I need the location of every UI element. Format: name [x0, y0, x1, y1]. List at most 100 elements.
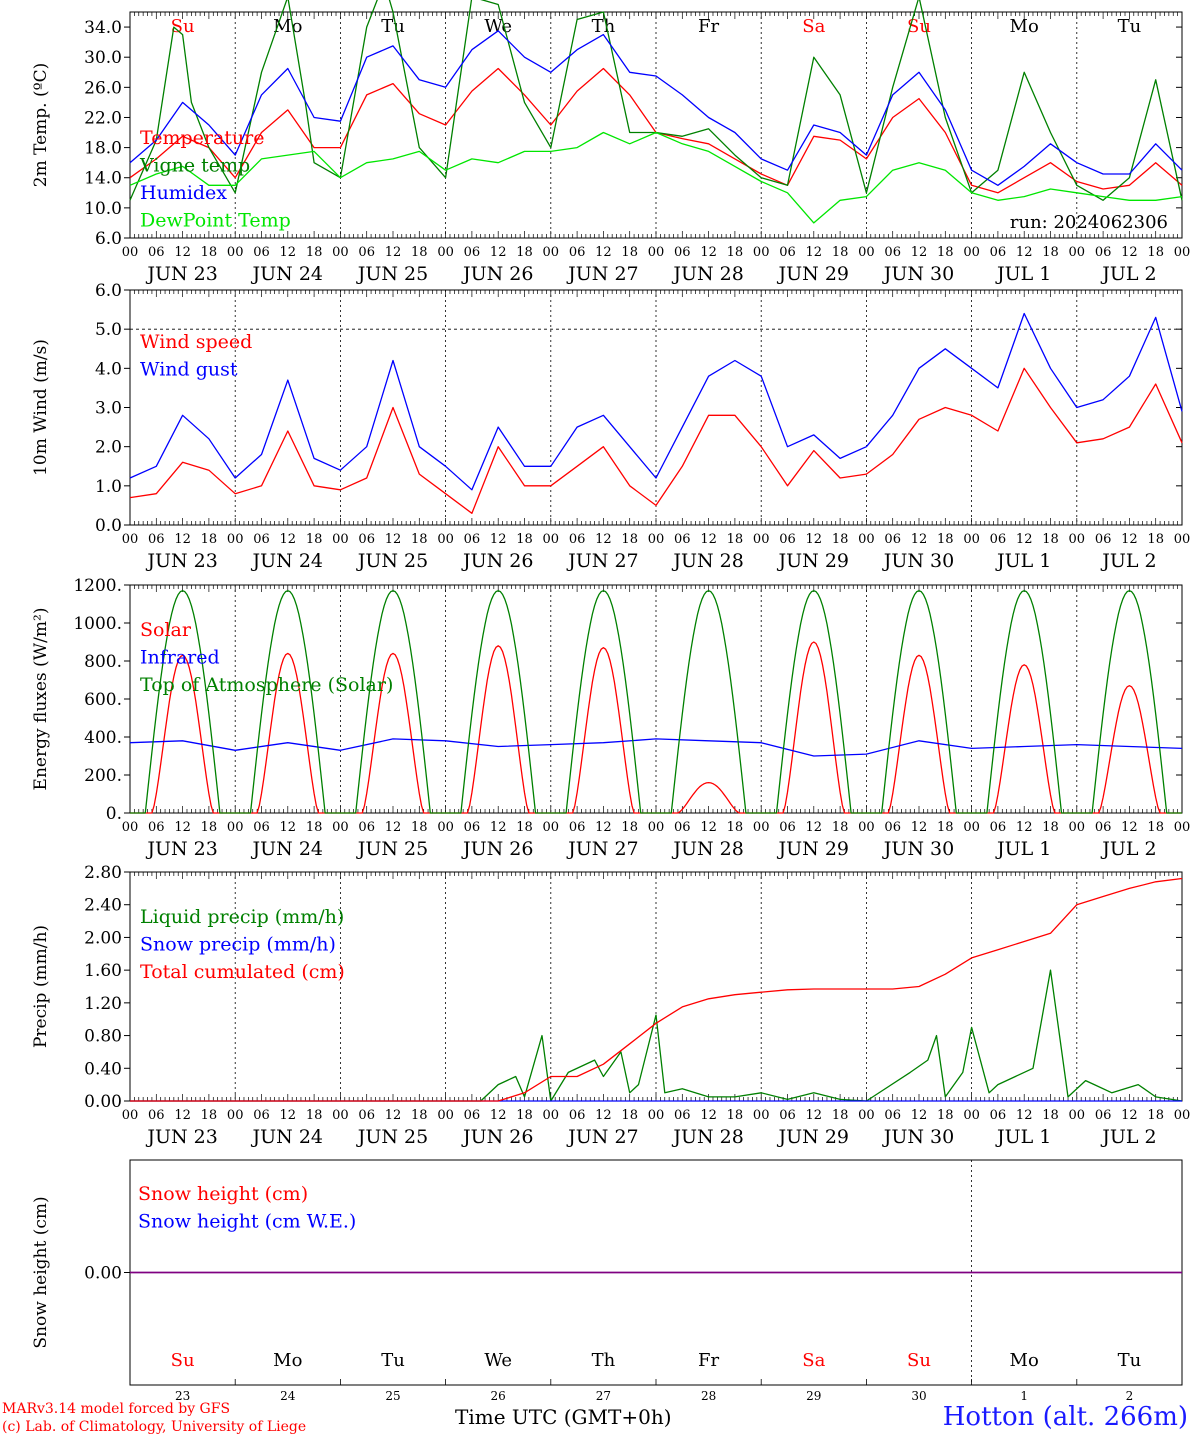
hour-tick-label: 00: [332, 820, 349, 835]
y-tick-label: 6.0: [95, 281, 122, 301]
series-line-wind-gust: [129, 312, 1183, 491]
legend-entry: Top of Atmosphere (Solar): [140, 674, 393, 696]
hour-tick-label: 12: [1121, 532, 1138, 547]
day-number-label: 27: [596, 1389, 611, 1403]
date-tick-label: JUN 24: [251, 838, 323, 860]
hour-tick-label: 00: [858, 532, 875, 547]
hour-tick-label: 18: [306, 1108, 323, 1123]
y-tick-label: 18.0: [84, 139, 122, 159]
hour-tick-label: 18: [621, 245, 638, 260]
hour-tick-label: 00: [227, 245, 244, 260]
hour-tick-label: 12: [280, 245, 297, 260]
y-axis-title: Energy fluxes (W/m²): [31, 608, 51, 791]
date-tick-label: JUL 1: [995, 550, 1051, 572]
hour-tick-label: 06: [1095, 245, 1112, 260]
hour-tick-label: 12: [174, 245, 191, 260]
y-tick-label: 2.40: [84, 896, 122, 916]
day-label: Mo: [1010, 16, 1039, 37]
hour-tick-label: 12: [700, 532, 717, 547]
date-tick-label: JUN 30: [882, 550, 954, 572]
hour-tick-label: 12: [490, 1108, 507, 1123]
hour-tick-label: 18: [937, 820, 954, 835]
hour-tick-label: 00: [1069, 820, 1086, 835]
hour-tick-label: 18: [832, 820, 849, 835]
hour-tick-label: 00: [753, 532, 770, 547]
date-tick-label: JUN 27: [566, 263, 638, 285]
hour-tick-label: 12: [1121, 820, 1138, 835]
date-tick-label: JUN 29: [777, 838, 849, 860]
day-label: Tu: [381, 16, 405, 37]
hour-tick-label: 12: [385, 532, 402, 547]
hour-tick-label: 06: [148, 820, 165, 835]
y-tick-label: 22.0: [84, 108, 122, 128]
hour-tick-label: 00: [332, 532, 349, 547]
hour-tick-label: 12: [700, 1108, 717, 1123]
hour-tick-label: 12: [490, 820, 507, 835]
date-tick-label: JUN 24: [251, 263, 323, 285]
date-tick-label: JUN 28: [671, 1126, 743, 1148]
hour-tick-label: 06: [990, 820, 1007, 835]
date-tick-label: JUN 28: [671, 263, 743, 285]
date-tick-label: JUN 29: [777, 550, 849, 572]
date-tick-label: JUN 30: [882, 263, 954, 285]
hour-tick-label: 00: [543, 820, 560, 835]
hour-tick-label: 00: [437, 820, 454, 835]
hour-tick-label: 12: [595, 820, 612, 835]
hour-tick-label: 00: [858, 1108, 875, 1123]
hour-tick-label: 00: [753, 820, 770, 835]
date-tick-label: JUN 23: [145, 838, 217, 860]
hour-tick-label: 12: [280, 1108, 297, 1123]
y-tick-label: 600.: [84, 690, 122, 710]
day-label: Tu: [1118, 1350, 1142, 1371]
day-label: Sa: [802, 16, 825, 37]
hour-tick-label: 18: [411, 532, 428, 547]
y-tick-label: 4.0: [95, 359, 122, 379]
hour-tick-label: 00: [753, 245, 770, 260]
hour-tick-label: 06: [990, 245, 1007, 260]
hour-tick-label: 00: [543, 245, 560, 260]
date-tick-label: JUL 2: [1100, 550, 1156, 572]
hour-tick-label: 18: [201, 245, 218, 260]
hour-tick-label: 00: [1174, 532, 1191, 547]
day-label: Fr: [698, 1350, 719, 1371]
hour-tick-label: 06: [779, 245, 796, 260]
day-number-label: 24: [280, 1389, 296, 1403]
hour-tick-label: 18: [201, 532, 218, 547]
hour-tick-label: 00: [1174, 820, 1191, 835]
date-tick-label: JUN 24: [251, 1126, 323, 1148]
hour-tick-label: 06: [884, 532, 901, 547]
hour-tick-label: 00: [963, 1108, 980, 1123]
y-axis-title: Snow height (cm): [31, 1196, 51, 1348]
hour-tick-label: 06: [884, 820, 901, 835]
hour-tick-label: 00: [648, 245, 665, 260]
hour-tick-label: 06: [1095, 820, 1112, 835]
date-tick-label: JUN 26: [461, 1126, 533, 1148]
hour-tick-label: 00: [1174, 1108, 1191, 1123]
hour-tick-label: 12: [806, 245, 823, 260]
hour-tick-label: 00: [648, 532, 665, 547]
date-tick-label: JUN 27: [566, 1126, 638, 1148]
hour-tick-label: 18: [621, 532, 638, 547]
hour-tick-label: 06: [1095, 1108, 1112, 1123]
legend-entry: Snow precip (mm/h): [140, 934, 336, 956]
series-line-vigne-temp: [129, 0, 1183, 201]
date-tick-label: JUN 28: [671, 838, 743, 860]
y-tick-label: 0.80: [84, 1027, 122, 1047]
y-tick-label: 800.: [84, 652, 122, 672]
date-tick-label: JUN 28: [671, 550, 743, 572]
y-tick-label: 0.0: [95, 516, 122, 536]
hour-tick-label: 18: [937, 245, 954, 260]
day-label: Tu: [1118, 16, 1142, 37]
day-number-label: 30: [911, 1389, 926, 1403]
hour-tick-label: 06: [779, 1108, 796, 1123]
hour-tick-label: 00: [648, 1108, 665, 1123]
hour-tick-label: 18: [832, 532, 849, 547]
date-tick-label: JUN 30: [882, 1126, 954, 1148]
hour-tick-label: 12: [911, 245, 928, 260]
hour-tick-label: 06: [1095, 532, 1112, 547]
hour-tick-label: 18: [1147, 245, 1164, 260]
hour-tick-label: 00: [648, 820, 665, 835]
hour-tick-label: 06: [674, 245, 691, 260]
hour-tick-label: 12: [385, 820, 402, 835]
y-tick-label: 10.0: [84, 199, 122, 219]
